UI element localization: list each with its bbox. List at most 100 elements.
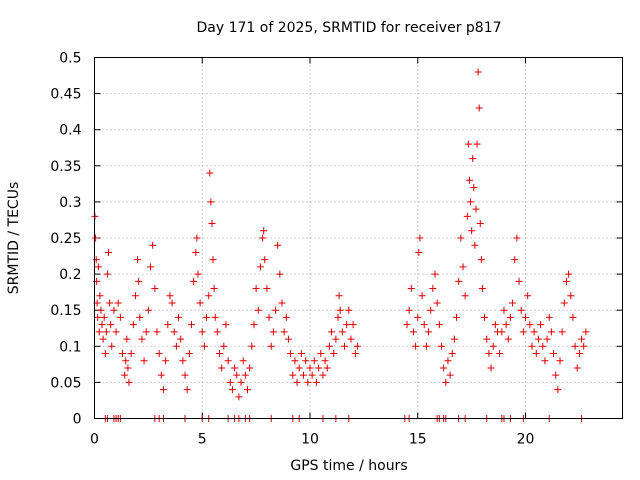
data-point <box>284 335 292 343</box>
data-point <box>405 306 413 314</box>
data-point <box>541 357 549 365</box>
data-point <box>194 270 202 278</box>
data-point <box>427 306 435 314</box>
data-point <box>465 176 473 184</box>
data-point <box>537 321 545 329</box>
data-point <box>134 256 142 264</box>
data-point <box>142 328 150 336</box>
data-point <box>106 299 114 307</box>
data-point <box>267 342 275 350</box>
data-point <box>461 292 469 300</box>
y-tick-label: 0.3 <box>59 195 81 211</box>
data-point <box>470 183 478 191</box>
data-point <box>556 357 564 365</box>
y-tick-label: 0.35 <box>50 159 81 175</box>
data-point <box>425 328 433 336</box>
data-point <box>224 357 232 365</box>
data-point <box>107 321 115 329</box>
data-point <box>151 285 159 293</box>
data-point <box>94 263 102 271</box>
data-point <box>272 306 280 314</box>
data-point <box>209 256 217 264</box>
data-point <box>114 299 122 307</box>
data-point <box>205 292 213 300</box>
data-point <box>515 277 523 285</box>
data-point <box>155 350 163 358</box>
y-tick-label: 0.45 <box>50 87 81 103</box>
data-point <box>278 299 286 307</box>
data-point <box>95 328 103 336</box>
y-tick-label: 0.25 <box>50 231 81 247</box>
data-point <box>96 292 104 300</box>
x-tick-label: 10 <box>301 432 319 448</box>
data-point <box>105 248 113 256</box>
data-point <box>407 285 415 293</box>
data-point <box>433 299 441 307</box>
data-point <box>119 350 127 358</box>
data-point <box>121 371 129 379</box>
y-tick-label: 0 <box>73 412 82 428</box>
data-point <box>491 321 499 329</box>
data-point <box>252 285 260 293</box>
data-point <box>127 350 135 358</box>
data-point <box>233 371 241 379</box>
data-point <box>297 350 305 358</box>
data-point <box>578 335 586 343</box>
x-tick-label: 20 <box>517 432 535 448</box>
data-point <box>149 241 157 249</box>
data-point <box>291 357 299 365</box>
data-point <box>250 321 258 329</box>
data-point <box>335 292 343 300</box>
data-point <box>502 321 510 329</box>
data-point <box>481 313 489 321</box>
data-point <box>226 378 234 386</box>
data-point <box>136 313 144 321</box>
data-point <box>144 306 152 314</box>
data-point <box>103 270 111 278</box>
data-point <box>192 248 200 256</box>
data-point <box>552 371 560 379</box>
data-point <box>256 263 264 271</box>
data-point <box>440 364 448 372</box>
data-point <box>526 321 534 329</box>
data-point <box>101 350 109 358</box>
data-point <box>473 140 481 148</box>
plot-frame <box>94 57 623 419</box>
data-point <box>483 335 491 343</box>
data-point <box>450 335 458 343</box>
data-point <box>334 313 342 321</box>
data-point <box>244 386 252 394</box>
data-point <box>431 270 439 278</box>
data-point <box>464 140 472 148</box>
data-point <box>534 335 542 343</box>
y-tick-label: 0.05 <box>50 375 81 391</box>
data-point <box>220 342 228 350</box>
y-axis-label: SRMTID / TECUs <box>6 182 22 295</box>
data-point <box>498 328 506 336</box>
data-point <box>330 350 338 358</box>
x-tick-label: 5 <box>198 432 207 448</box>
data-point <box>446 371 454 379</box>
data-point <box>293 378 301 386</box>
data-point <box>123 335 131 343</box>
data-point <box>300 371 308 379</box>
data-point <box>179 357 187 365</box>
data-point <box>345 306 353 314</box>
data-point <box>476 220 484 228</box>
data-point <box>215 350 223 358</box>
grid-lines <box>94 57 623 419</box>
data-point <box>517 306 525 314</box>
data-point <box>478 285 486 293</box>
data-point <box>524 292 532 300</box>
data-point <box>228 386 236 394</box>
data-point <box>196 299 204 307</box>
data-point <box>193 234 201 242</box>
data-point <box>509 299 517 307</box>
data-point <box>343 321 351 329</box>
data-point <box>208 220 216 228</box>
data-point <box>175 313 183 321</box>
data-point <box>442 378 450 386</box>
data-point <box>415 248 423 256</box>
y-tick-label: 0.1 <box>59 339 81 355</box>
data-point <box>422 342 430 350</box>
